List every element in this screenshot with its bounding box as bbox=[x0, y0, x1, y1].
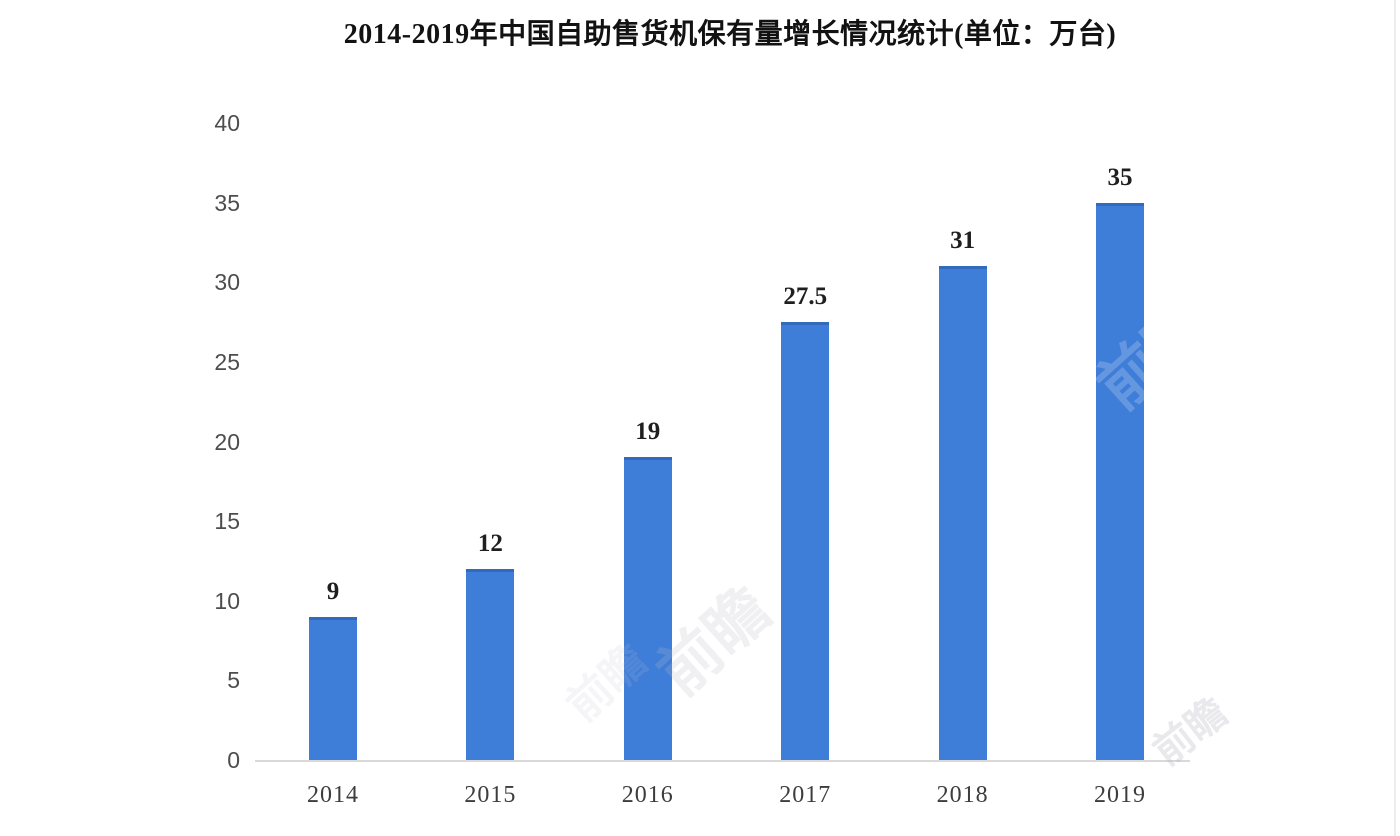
chart-title: 2014-2019年中国自助售货机保有量增长情况统计(单位：万台) bbox=[343, 19, 1117, 50]
x-label-2016: 2016 bbox=[621, 782, 674, 808]
x-axis-line bbox=[255, 760, 1190, 762]
x-label-2018: 2018 bbox=[936, 782, 989, 808]
y-tick-15: 15 bbox=[214, 508, 240, 535]
x-label-2015: 2015 bbox=[464, 782, 517, 808]
value-label-2018: 31 bbox=[950, 227, 976, 255]
y-tick-5: 5 bbox=[227, 667, 240, 694]
x-label-2019: 2019 bbox=[1094, 782, 1146, 808]
value-label-2014: 9 bbox=[326, 577, 340, 605]
y-tick-0: 0 bbox=[227, 747, 240, 773]
y-tick-30: 30 bbox=[214, 269, 240, 296]
x-label-2017: 2017 bbox=[779, 782, 832, 808]
watermark-text: 前瞻 bbox=[1144, 689, 1236, 775]
y-tick-40: 40 bbox=[214, 110, 240, 136]
y-tick-25: 25 bbox=[214, 348, 240, 375]
value-label-2017: 27.5 bbox=[783, 283, 828, 311]
value-label-2019: 35 bbox=[1107, 163, 1133, 191]
x-label-2014: 2014 bbox=[307, 782, 359, 808]
y-tick-35: 35 bbox=[214, 189, 240, 216]
value-label-2016: 19 bbox=[635, 418, 661, 446]
right-edge-divider bbox=[1394, 0, 1396, 836]
y-tick-10: 10 bbox=[214, 587, 240, 614]
bar-2015 bbox=[466, 568, 515, 760]
bar-2017 bbox=[781, 322, 830, 760]
bar-2014 bbox=[309, 616, 357, 760]
y-tick-20: 20 bbox=[214, 428, 240, 455]
bar-2016 bbox=[623, 457, 672, 760]
bar-2018 bbox=[938, 266, 987, 760]
bar-2019 bbox=[1096, 202, 1144, 760]
value-label-2015: 12 bbox=[477, 529, 503, 557]
